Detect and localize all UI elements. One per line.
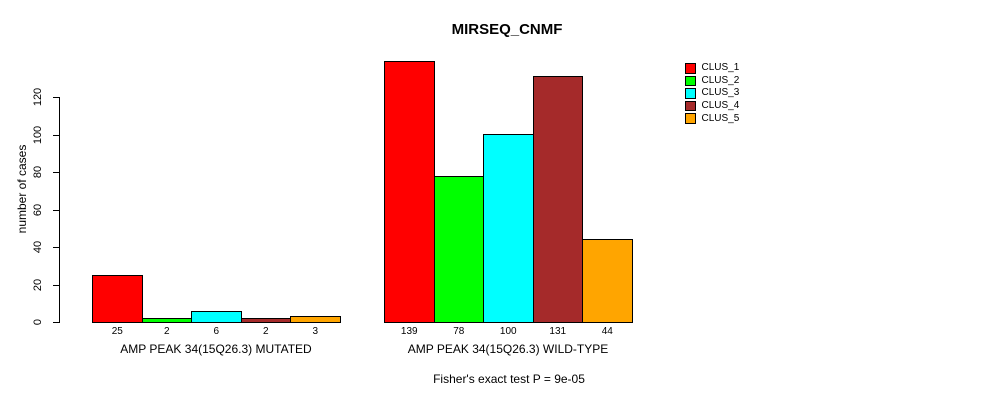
bar-value-label: 131 xyxy=(549,326,567,337)
y-tick-mark xyxy=(53,209,59,211)
bar-clus_2-group2 xyxy=(433,176,484,323)
legend-item: CLUS_5 xyxy=(685,112,739,125)
bar-value-label: 25 xyxy=(111,326,123,337)
legend-item: CLUS_3 xyxy=(685,87,739,100)
legend-label: CLUS_3 xyxy=(701,87,740,99)
y-tick-label: 0 xyxy=(32,318,44,326)
legend: CLUS_1 CLUS_2 CLUS_3 CLUS_4 CLUS_5 xyxy=(685,62,739,125)
y-tick-mark xyxy=(53,134,59,136)
y-tick-label: 20 xyxy=(32,278,44,291)
bar-value-label: 6 xyxy=(213,326,220,337)
bar-clus_5-group1 xyxy=(290,316,341,323)
x-category-label-wild-type: AMP PEAK 34(15Q26.3) WILD-TYPE xyxy=(407,342,609,356)
y-tick-mark xyxy=(53,97,59,98)
legend-swatch xyxy=(685,63,696,74)
bar-value-label: 78 xyxy=(453,326,465,337)
y-tick-label: 60 xyxy=(32,203,44,216)
y-tick-mark xyxy=(53,247,59,248)
x-category-label-mutated: AMP PEAK 34(15Q26.3) MUTATED xyxy=(120,342,312,356)
bar-clus_3-group1 xyxy=(191,311,242,323)
legend-swatch xyxy=(685,113,696,124)
bar-value-label: 2 xyxy=(262,326,269,337)
y-tick-label: 100 xyxy=(32,125,44,144)
legend-label: CLUS_1 xyxy=(701,62,740,74)
legend-swatch xyxy=(685,100,696,112)
y-tick-label: 80 xyxy=(32,165,44,179)
y-tick-mark xyxy=(53,322,59,323)
legend-label: CLUS_2 xyxy=(701,74,740,86)
legend-swatch xyxy=(685,88,696,99)
bar-clus_1-group1 xyxy=(92,275,143,323)
legend-item: CLUS_2 xyxy=(685,75,739,88)
bar-value-label: 2 xyxy=(163,326,170,337)
legend-label: CLUS_4 xyxy=(701,100,740,112)
bar-value-label: 139 xyxy=(400,326,418,337)
bar-clus_2-group1 xyxy=(141,318,192,323)
bar-clus_5-group2 xyxy=(582,239,633,323)
bar-clus_4-group2 xyxy=(532,76,583,323)
legend-label: CLUS_5 xyxy=(701,112,740,124)
chart-title: MIRSEQ_CNMF xyxy=(451,21,563,38)
y-tick-mark xyxy=(53,172,59,173)
bar-clus_1-group2 xyxy=(384,61,435,323)
legend-item: CLUS_1 xyxy=(685,62,739,75)
y-axis-label: number of cases xyxy=(15,144,29,234)
y-tick-label: 40 xyxy=(32,240,44,254)
bar-clus_3-group2 xyxy=(483,134,534,323)
legend-item: CLUS_4 xyxy=(685,100,739,113)
fisher-test-annotation: Fisher's exact test P = 9e-05 xyxy=(433,372,585,386)
bar-value-label: 3 xyxy=(312,326,319,337)
bar-value-label: 100 xyxy=(499,326,517,337)
bar-clus_4-group1 xyxy=(240,318,291,323)
y-axis-line xyxy=(59,97,60,323)
y-tick-mark xyxy=(53,284,59,286)
y-tick-label: 120 xyxy=(32,87,44,107)
bar-value-label: 44 xyxy=(601,326,613,337)
legend-swatch xyxy=(685,75,696,87)
